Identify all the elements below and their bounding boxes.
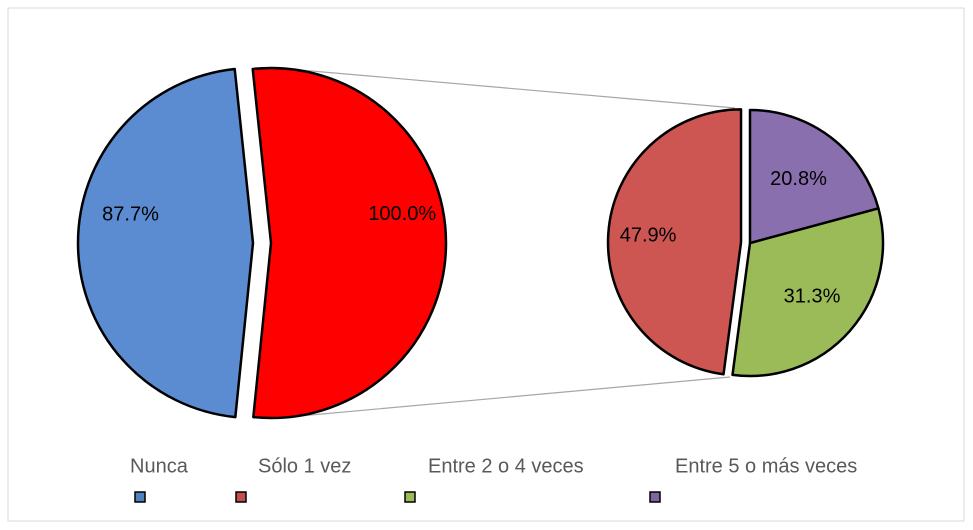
legend-swatch	[649, 491, 661, 503]
legend-swatch	[134, 491, 146, 503]
pie-slice	[731, 207, 885, 378]
data-label: 100.0%	[368, 203, 436, 225]
connector	[299, 376, 731, 417]
pie-slice	[251, 66, 448, 420]
pie-slice	[748, 108, 880, 245]
pie-slice	[606, 108, 743, 376]
connector	[299, 69, 736, 109]
legend-label: Entre 5 o más veces	[675, 455, 857, 477]
legend-label: Entre 2 o 4 veces	[428, 455, 584, 477]
pie-slice	[76, 67, 255, 419]
legend-swatch	[404, 491, 416, 503]
data-label: 31.3%	[784, 286, 841, 308]
legend-swatch	[235, 491, 247, 503]
data-label: 87.7%	[102, 204, 159, 226]
data-label: 20.8%	[770, 168, 827, 190]
legend-label: Sólo 1 vez	[258, 455, 351, 477]
data-label: 47.9%	[620, 225, 677, 247]
legend-label: Nunca	[130, 455, 189, 477]
